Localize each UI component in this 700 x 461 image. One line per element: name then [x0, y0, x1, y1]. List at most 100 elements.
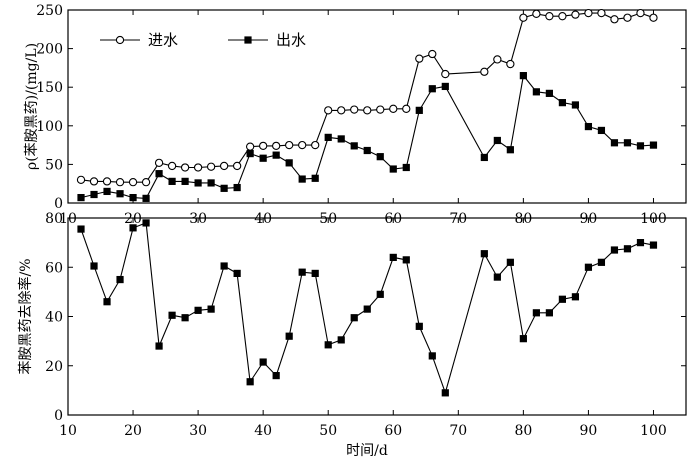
- data-point: [636, 8, 645, 18]
- plot-frame: [67, 217, 687, 416]
- data-point: [571, 10, 580, 19]
- series-line: [80, 74, 654, 199]
- data-point: [311, 174, 319, 182]
- data-point: [441, 82, 449, 91]
- data-point: [337, 135, 345, 143]
- data-point: [649, 241, 658, 249]
- data-point: [324, 106, 333, 115]
- data-point: [597, 126, 606, 135]
- data-point: [415, 322, 423, 330]
- data-point: [480, 67, 489, 76]
- data-point: [285, 140, 294, 150]
- plot-frame: [67, 9, 687, 204]
- data-point: [115, 178, 125, 187]
- data-point: [376, 290, 384, 298]
- data-point: [363, 106, 372, 115]
- data-point: [636, 142, 645, 150]
- data-point: [155, 170, 163, 178]
- x-tick-label: 50: [319, 423, 337, 439]
- data-point: [311, 140, 320, 150]
- data-point: [506, 59, 515, 69]
- data-point: [389, 104, 398, 113]
- data-point: [402, 104, 411, 113]
- data-point: [142, 219, 150, 227]
- x-tick-label: 20: [124, 423, 142, 439]
- data-point: [623, 245, 632, 253]
- data-point: [376, 105, 385, 114]
- data-point: [558, 99, 566, 107]
- y-axis-label: 苯胺黑药去除率/%: [17, 258, 34, 374]
- data-point: [77, 193, 85, 202]
- data-point: [519, 72, 527, 80]
- data-point: [337, 106, 346, 115]
- data-point: [545, 12, 554, 21]
- data-point: [128, 178, 138, 187]
- data-point: [350, 142, 358, 150]
- data-point: [220, 184, 228, 192]
- data-point: [493, 136, 501, 145]
- data-point: [259, 358, 267, 366]
- data-point: [428, 352, 436, 360]
- data-point: [623, 13, 632, 22]
- data-point: [285, 332, 293, 340]
- data-point: [363, 146, 371, 155]
- data-point: [77, 225, 85, 233]
- removal-rate-panel: 10 20 30 40 50 60 70 80 90 100 0 20 40 60 80 苯胺黑药去除率/% 时…: [17, 211, 687, 459]
- data-point: [506, 258, 514, 266]
- data-point: [259, 154, 267, 162]
- data-point: [324, 341, 332, 349]
- y-tick-label: 250: [36, 3, 63, 19]
- data-point: [246, 149, 254, 158]
- data-point: [232, 161, 242, 171]
- data-point: [129, 224, 137, 232]
- legend-marker: [244, 36, 252, 44]
- y-tick-label: 80: [45, 211, 63, 227]
- y-tick-label: 150: [36, 80, 63, 96]
- data-point: [506, 146, 514, 154]
- data-point: [207, 305, 215, 313]
- data-point: [285, 159, 293, 167]
- data-point: [584, 8, 593, 18]
- concentration-panel: 10 20 30 40 50 60 70 80 90 100050100150200250ρ(苯胺…: [23, 3, 687, 227]
- data-point: [193, 163, 203, 172]
- data-point: [389, 253, 397, 261]
- data-point: [623, 139, 632, 147]
- data-point: [597, 258, 606, 266]
- x-tick-label: 40: [254, 423, 272, 439]
- data-point: [168, 177, 176, 185]
- data-point: [610, 139, 619, 147]
- y-tick-label: 60: [45, 260, 63, 276]
- x-tick-label: 100: [640, 423, 667, 439]
- data-point: [337, 336, 345, 344]
- data-point: [167, 161, 177, 171]
- data-point: [298, 175, 306, 183]
- data-point: [480, 153, 488, 162]
- data-point: [363, 305, 371, 313]
- data-point: [233, 183, 241, 192]
- x-tick-label: 80: [514, 423, 532, 439]
- data-point: [89, 177, 99, 186]
- x-tick-label: 70: [449, 423, 467, 439]
- data-point: [272, 372, 280, 380]
- data-point: [272, 141, 281, 151]
- data-point: [389, 165, 397, 173]
- data-point: [103, 298, 111, 306]
- data-point: [545, 89, 553, 97]
- data-point: [103, 187, 111, 196]
- data-point: [493, 55, 502, 64]
- data-point: [415, 106, 423, 114]
- data-point: [545, 309, 553, 317]
- data-point: [272, 151, 280, 159]
- data-point: [584, 263, 593, 271]
- data-point: [649, 13, 658, 22]
- data-point: [155, 342, 163, 350]
- data-point: [441, 69, 450, 79]
- data-point: [90, 262, 98, 270]
- data-point: [141, 178, 151, 187]
- x-tick-label: 10: [59, 423, 77, 439]
- data-point: [324, 133, 332, 141]
- data-point: [220, 262, 228, 270]
- data-point: [558, 12, 567, 21]
- data-point: [441, 389, 449, 397]
